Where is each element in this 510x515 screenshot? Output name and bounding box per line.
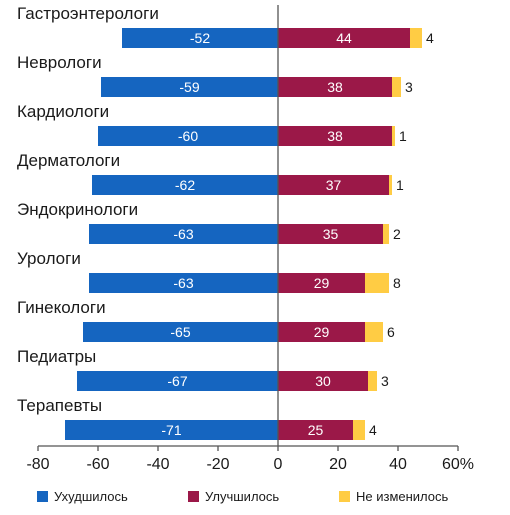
- category-label: Дерматологи: [17, 151, 120, 170]
- x-tick-label: -60: [86, 456, 109, 473]
- category-label: Терапевты: [17, 396, 102, 415]
- data-label-improved: 25: [308, 422, 324, 438]
- bar-unchanged: [392, 77, 401, 97]
- category-label: Неврологи: [17, 53, 102, 72]
- legend-label: Ухудшилось: [54, 489, 128, 504]
- data-label-unchanged: 1: [399, 128, 407, 144]
- bar-worsened: [122, 28, 278, 48]
- data-label-unchanged: 3: [381, 373, 389, 389]
- data-label-unchanged: 4: [426, 30, 434, 46]
- legend-swatch: [339, 491, 350, 502]
- bar-unchanged: [365, 322, 383, 342]
- data-label-improved: 44: [336, 30, 352, 46]
- x-tick-label: -80: [26, 456, 49, 473]
- bar-worsened: [83, 322, 278, 342]
- bar-improved: [278, 224, 383, 244]
- data-label-worsened: -62: [175, 177, 195, 193]
- data-label-unchanged: 2: [393, 226, 401, 242]
- bar-improved: [278, 28, 410, 48]
- data-label-worsened: -60: [178, 128, 198, 144]
- bar-unchanged: [389, 175, 392, 195]
- data-label-improved: 38: [327, 79, 343, 95]
- data-label-unchanged: 1: [396, 177, 404, 193]
- data-label-improved: 37: [326, 177, 342, 193]
- legend-swatch: [188, 491, 199, 502]
- bars-layer: [65, 28, 422, 440]
- x-tick-label: -20: [206, 456, 229, 473]
- data-label-worsened: -71: [161, 422, 181, 438]
- bar-worsened: [77, 371, 278, 391]
- data-label-unchanged: 8: [393, 275, 401, 291]
- legend-swatch: [37, 491, 48, 502]
- data-label-unchanged: 4: [369, 422, 377, 438]
- bar-worsened: [98, 126, 278, 146]
- data-label-improved: 35: [323, 226, 339, 242]
- category-label: Эндокринологи: [17, 200, 138, 219]
- bar-improved: [278, 322, 365, 342]
- x-tick-label: 40: [389, 456, 407, 473]
- data-label-worsened: -59: [179, 79, 199, 95]
- data-label-worsened: -63: [173, 275, 193, 291]
- bar-unchanged: [365, 273, 389, 293]
- category-label: Гастроэнтерологи: [17, 4, 159, 23]
- x-tick-label: -40: [146, 456, 169, 473]
- bar-unchanged: [353, 420, 365, 440]
- data-label-worsened: -52: [190, 30, 210, 46]
- data-label-improved: 38: [327, 128, 343, 144]
- category-label: Педиатры: [17, 347, 96, 366]
- data-label-worsened: -67: [167, 373, 187, 389]
- bar-unchanged: [392, 126, 395, 146]
- legend-label: Улучшилось: [205, 489, 279, 504]
- bar-improved: [278, 175, 389, 195]
- x-tick-label: 0: [274, 456, 283, 473]
- bar-unchanged: [368, 371, 377, 391]
- data-label-improved: 29: [314, 324, 330, 340]
- data-label-worsened: -63: [173, 226, 193, 242]
- x-tick-label: 20: [329, 456, 347, 473]
- bar-improved: [278, 273, 365, 293]
- bar-worsened: [89, 273, 278, 293]
- data-label-improved: 29: [314, 275, 330, 291]
- bar-worsened: [92, 175, 278, 195]
- bar-improved: [278, 126, 392, 146]
- bar-improved: [278, 420, 353, 440]
- data-label-unchanged: 3: [405, 79, 413, 95]
- category-label: Кардиологи: [17, 102, 109, 121]
- category-label: Гинекологи: [17, 298, 106, 317]
- data-label-unchanged: 6: [387, 324, 395, 340]
- bar-improved: [278, 371, 368, 391]
- data-label-improved: 30: [315, 373, 331, 389]
- bar-improved: [278, 77, 392, 97]
- bar-worsened: [101, 77, 278, 97]
- legend-label: Не изменилось: [356, 489, 449, 504]
- data-label-worsened: -65: [170, 324, 190, 340]
- bar-worsened: [89, 224, 278, 244]
- x-axis-ticks: -80 -60 -40 -20 0 20 40 60%: [26, 446, 474, 473]
- category-label: Урологи: [17, 249, 81, 268]
- x-tick-label: 60%: [442, 456, 474, 473]
- legend: Ухудшилось Улучшилось Не изменилось: [37, 489, 449, 504]
- bar-unchanged: [383, 224, 389, 244]
- bar-worsened: [65, 420, 278, 440]
- bar-unchanged: [410, 28, 422, 48]
